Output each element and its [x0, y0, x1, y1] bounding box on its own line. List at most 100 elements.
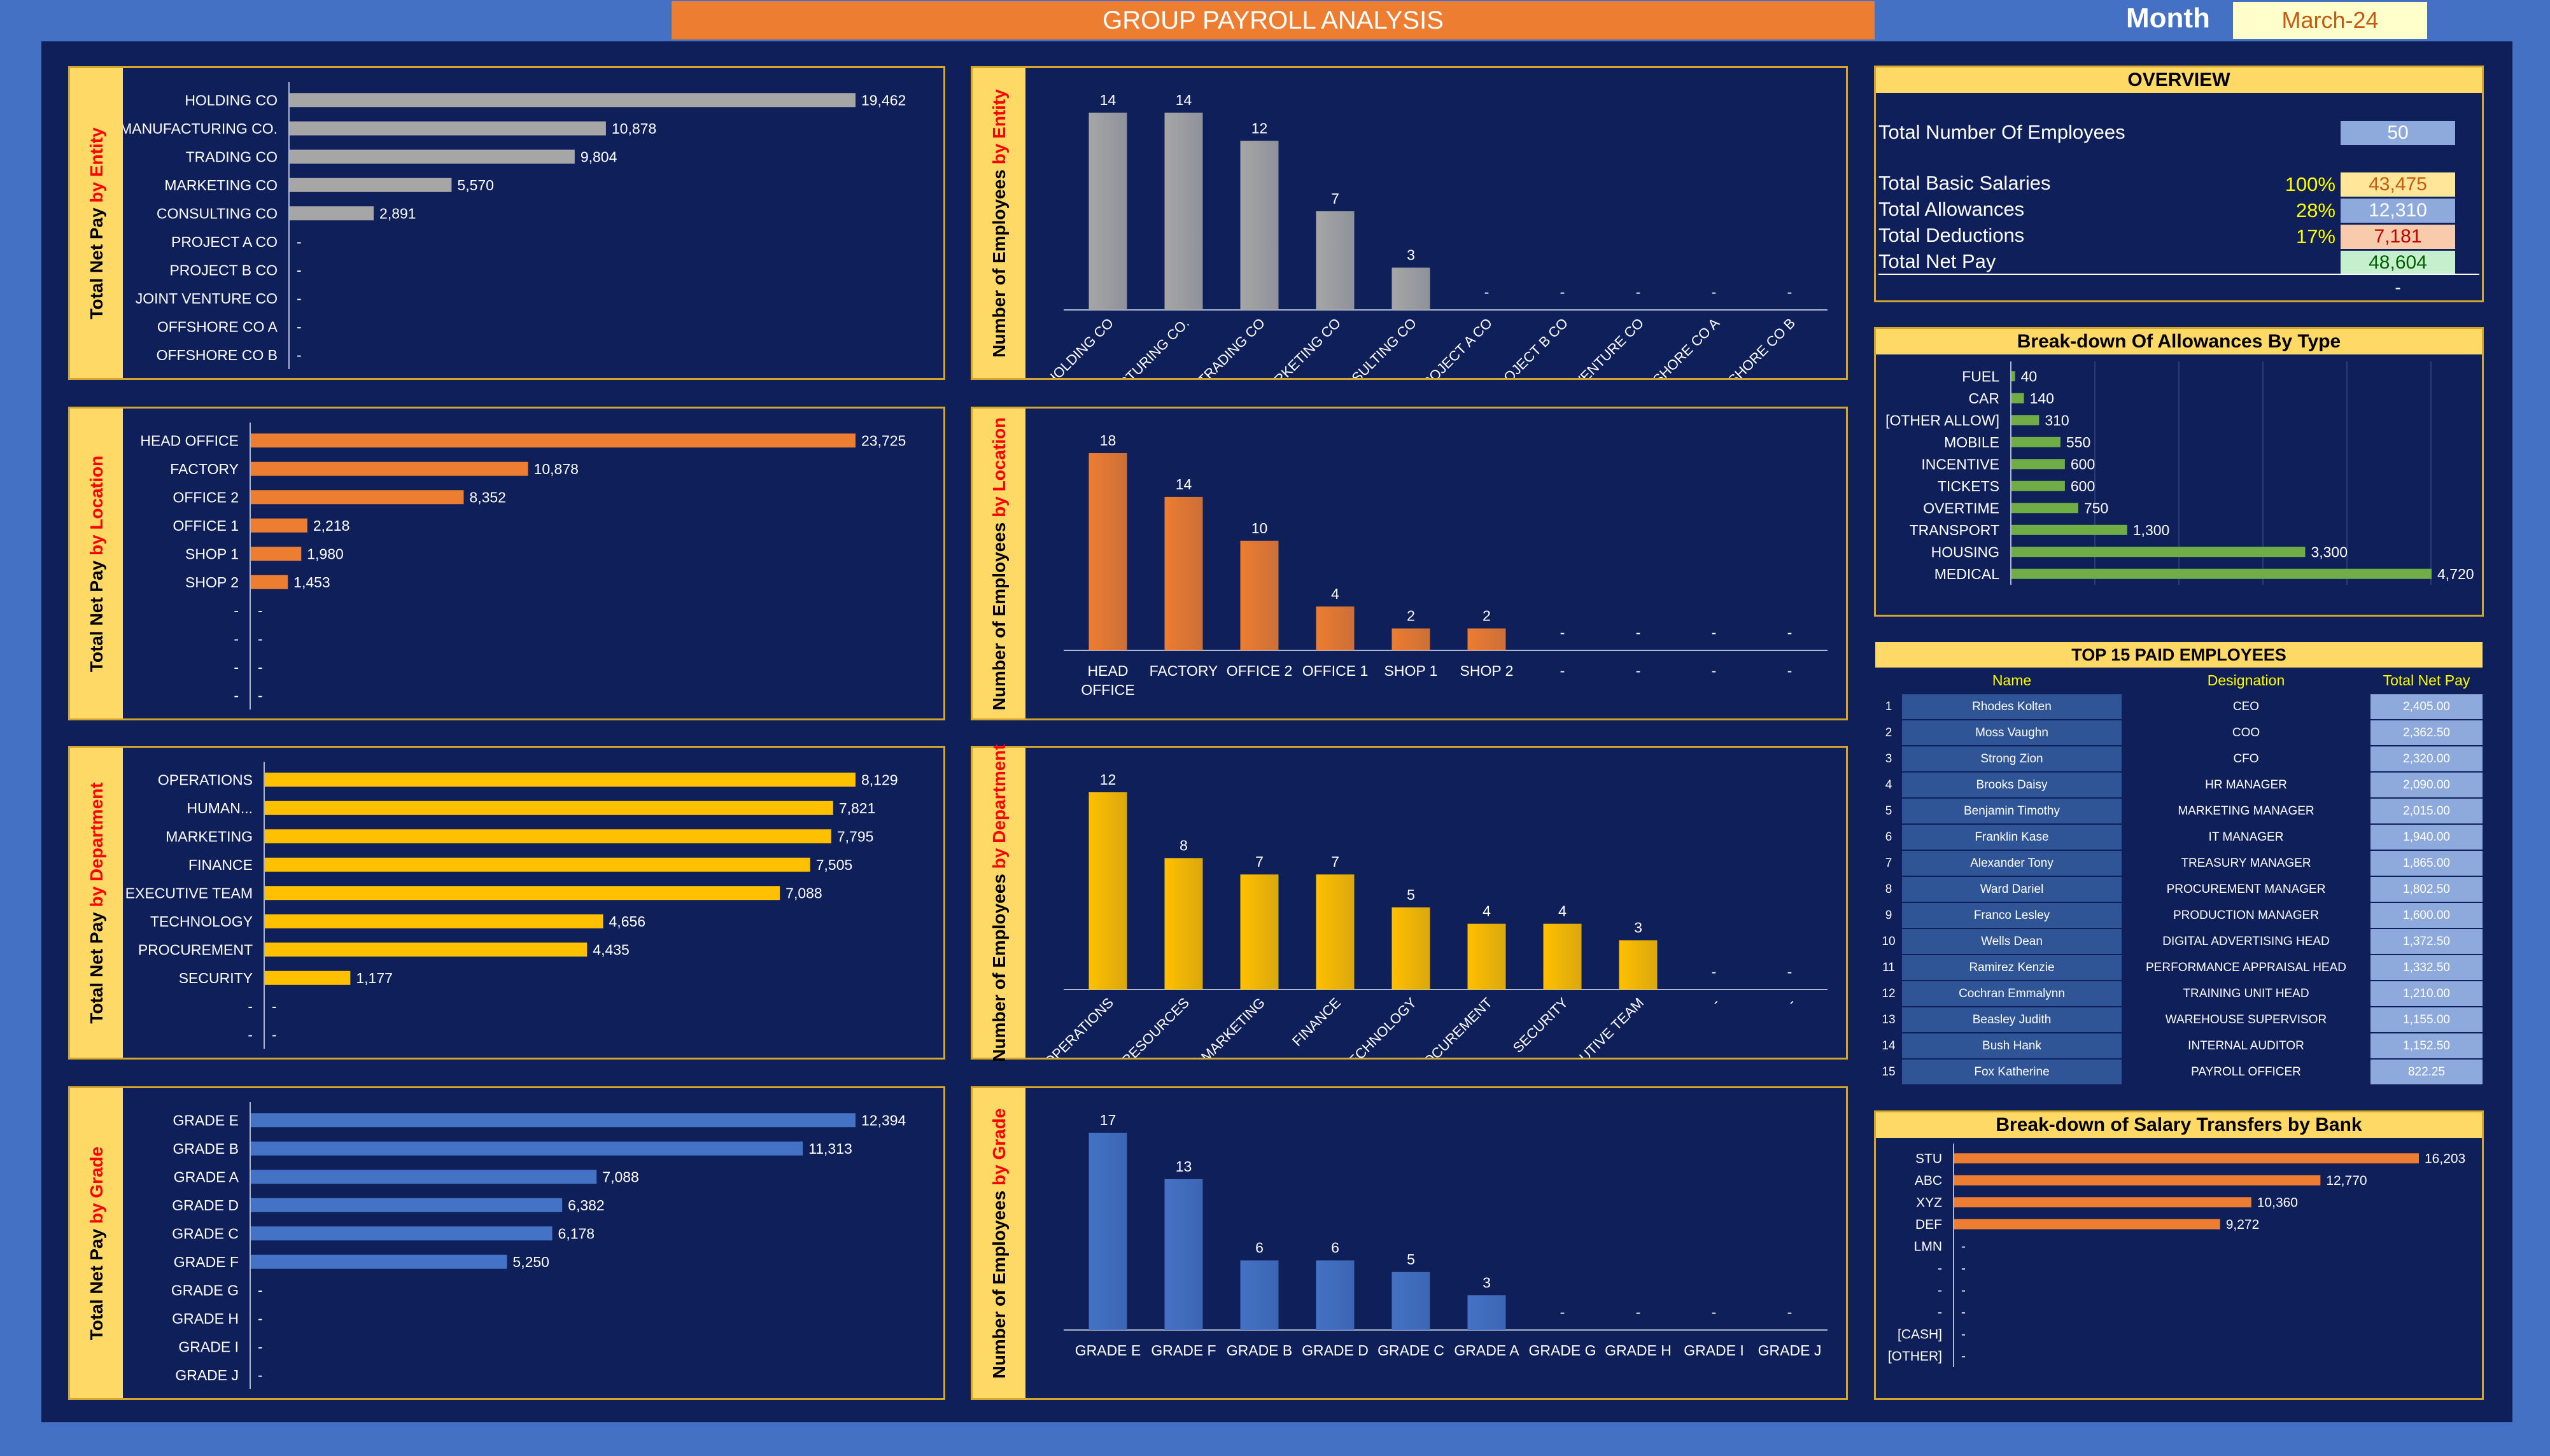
data-label: -	[1712, 284, 1717, 300]
tick-label: OFFSHORE CO A	[157, 318, 278, 335]
data-label: -	[1712, 963, 1717, 980]
data-label: 8	[1180, 837, 1188, 853]
tick-label: MOBILE	[1944, 434, 1999, 451]
bar	[1088, 453, 1127, 650]
row-rank: 15	[1882, 1065, 1896, 1079]
tick-label: -	[1938, 1305, 1942, 1320]
overview-pct-allowances: 28%	[2295, 199, 2335, 221]
data-label: 4	[1558, 903, 1567, 920]
bar	[251, 490, 464, 505]
bar	[251, 461, 528, 476]
row-designation: PROCUREMENT MANAGER	[2124, 877, 2369, 902]
data-label: 3	[1483, 1274, 1491, 1291]
bar	[251, 518, 307, 533]
data-label: -	[1787, 963, 1793, 980]
bar	[290, 206, 374, 221]
bar	[1391, 628, 1430, 650]
panel-net-pay-grade: Total Net Pay by Grade GRADE E 12,394 GRAD…	[68, 1086, 945, 1400]
tick-label: PROJECT B CO	[169, 262, 278, 278]
tick-label: STU	[1915, 1152, 1942, 1166]
data-label: 7	[1255, 853, 1264, 870]
data-label: -	[1484, 284, 1490, 300]
bar	[265, 914, 603, 928]
panel-label: Total Net Pay	[86, 1223, 106, 1340]
row-net-pay: 1,210.00	[2370, 981, 2483, 1006]
bar	[2011, 503, 2078, 514]
data-label: 12,770	[2326, 1173, 2367, 1188]
tick-label: HOLDING CO	[185, 92, 278, 108]
bar	[1954, 1219, 2220, 1229]
tick-label: HEAD OFFICE	[140, 432, 239, 449]
overview-label-basic: Total Basic Salaries	[1878, 172, 2051, 194]
table-row: 9 Franco Lesley PRODUCTION MANAGER 1,600.00	[1875, 903, 2483, 929]
row-net-pay: 1,865.00	[2370, 851, 2483, 876]
row-net-pay: 2,090.00	[2370, 773, 2483, 797]
bar	[1391, 1271, 1430, 1330]
panel-employees-grade: Number of Employees by Grade 17 GRADE E 13…	[971, 1086, 1848, 1400]
data-label: -	[1560, 624, 1565, 641]
row-rank: 14	[1882, 1039, 1896, 1053]
bar	[1391, 267, 1430, 310]
bar	[1467, 923, 1506, 990]
tick-label: SHOP 2	[1460, 662, 1514, 679]
tick-label: GRADE G	[1528, 1342, 1596, 1359]
tick-label: -	[234, 687, 239, 704]
data-label: 310	[2045, 412, 2069, 428]
data-label: 3	[1634, 920, 1642, 936]
bar	[265, 801, 833, 815]
row-rank: 2	[1885, 726, 1892, 739]
data-label: 11,313	[808, 1140, 852, 1157]
bar	[1240, 1260, 1279, 1330]
overview-value-employees: 50	[2341, 121, 2455, 145]
panel-employees-entity: Number of Employees by Entity 14 HOLDING …	[971, 66, 1848, 380]
row-net-pay: 2,015.00	[2370, 799, 2483, 823]
data-label: 1,453	[293, 574, 330, 591]
data-label: 10,878	[534, 461, 579, 477]
table-row: 6 Franklin Kase IT MANAGER 1,940.00	[1875, 825, 2483, 851]
row-net-pay: 2,362.50	[2370, 720, 2483, 745]
row-designation: PRODUCTION MANAGER	[2124, 903, 2369, 928]
tick-label: SHOP 1	[1384, 662, 1438, 679]
data-label: -	[1961, 1261, 1966, 1276]
data-label: -	[1560, 1304, 1565, 1320]
row-name: Franco Lesley	[1902, 903, 2122, 928]
bar	[251, 1198, 563, 1212]
data-label: -	[1636, 624, 1641, 641]
tick-label: SHOP 2	[185, 574, 239, 591]
bar	[251, 1170, 597, 1184]
bar	[251, 1141, 803, 1156]
overview-panel: OVERVIEW Total Number Of Employees 50 To…	[1874, 66, 2484, 302]
net-pay-entity-chart: HOLDING CO 19,462 MANUFACTURING CO. 10,878 T…	[123, 82, 906, 369]
tick-label: FUEL	[1962, 368, 1999, 384]
tick-label: MANUFACTURING CO.	[123, 120, 278, 137]
row-net-pay: 1,940.00	[2370, 825, 2483, 850]
data-label: -	[258, 1310, 263, 1327]
table-row: 14 Bush Hank INTERNAL AUDITOR 1,152.50	[1875, 1033, 2483, 1060]
data-label: 6	[1331, 1240, 1339, 1256]
data-label: -	[1961, 1240, 1966, 1254]
tick-label: GRADE B	[1227, 1342, 1293, 1359]
data-label: 7	[1331, 853, 1339, 870]
row-net-pay: 1,600.00	[2370, 903, 2483, 928]
row-net-pay: 1,372.50	[2370, 929, 2483, 954]
tick-label: MEDICAL	[1934, 566, 1999, 582]
data-label: -	[1961, 1305, 1966, 1320]
month-selector[interactable]: March-24	[2233, 2, 2427, 39]
tick-label: GRADE D	[1302, 1342, 1369, 1359]
net-pay-grade-chart: GRADE E 12,394 GRADE B 11,313 GRADE A 7,088 GR…	[171, 1102, 906, 1389]
data-label: 140	[2030, 390, 2054, 407]
panel-net-pay-entity: Total Net Pay by Entity HOLDING CO 19,462…	[68, 66, 945, 380]
tick-label: GRADE E	[173, 1112, 239, 1128]
bar	[1316, 211, 1355, 310]
data-label: -	[1961, 1284, 1966, 1298]
row-name: Cochran Emmalynn	[1902, 981, 2122, 1006]
data-label: -	[258, 1338, 263, 1355]
panel-tab: Total Net Pay by Entity	[70, 68, 123, 378]
bar	[290, 121, 606, 136]
row-rank: 11	[1882, 961, 1895, 974]
data-label: 9,804	[581, 148, 617, 165]
data-label: -	[258, 659, 263, 675]
tick-label: -	[234, 602, 239, 619]
bank-title: Break-down of Salary Transfers by Bank	[1876, 1112, 2482, 1138]
employees-grade-chart: 17 GRADE E 13 GRADE F 6 GRADE B 6 GRADE D 5 GRADE…	[1064, 1112, 1828, 1359]
